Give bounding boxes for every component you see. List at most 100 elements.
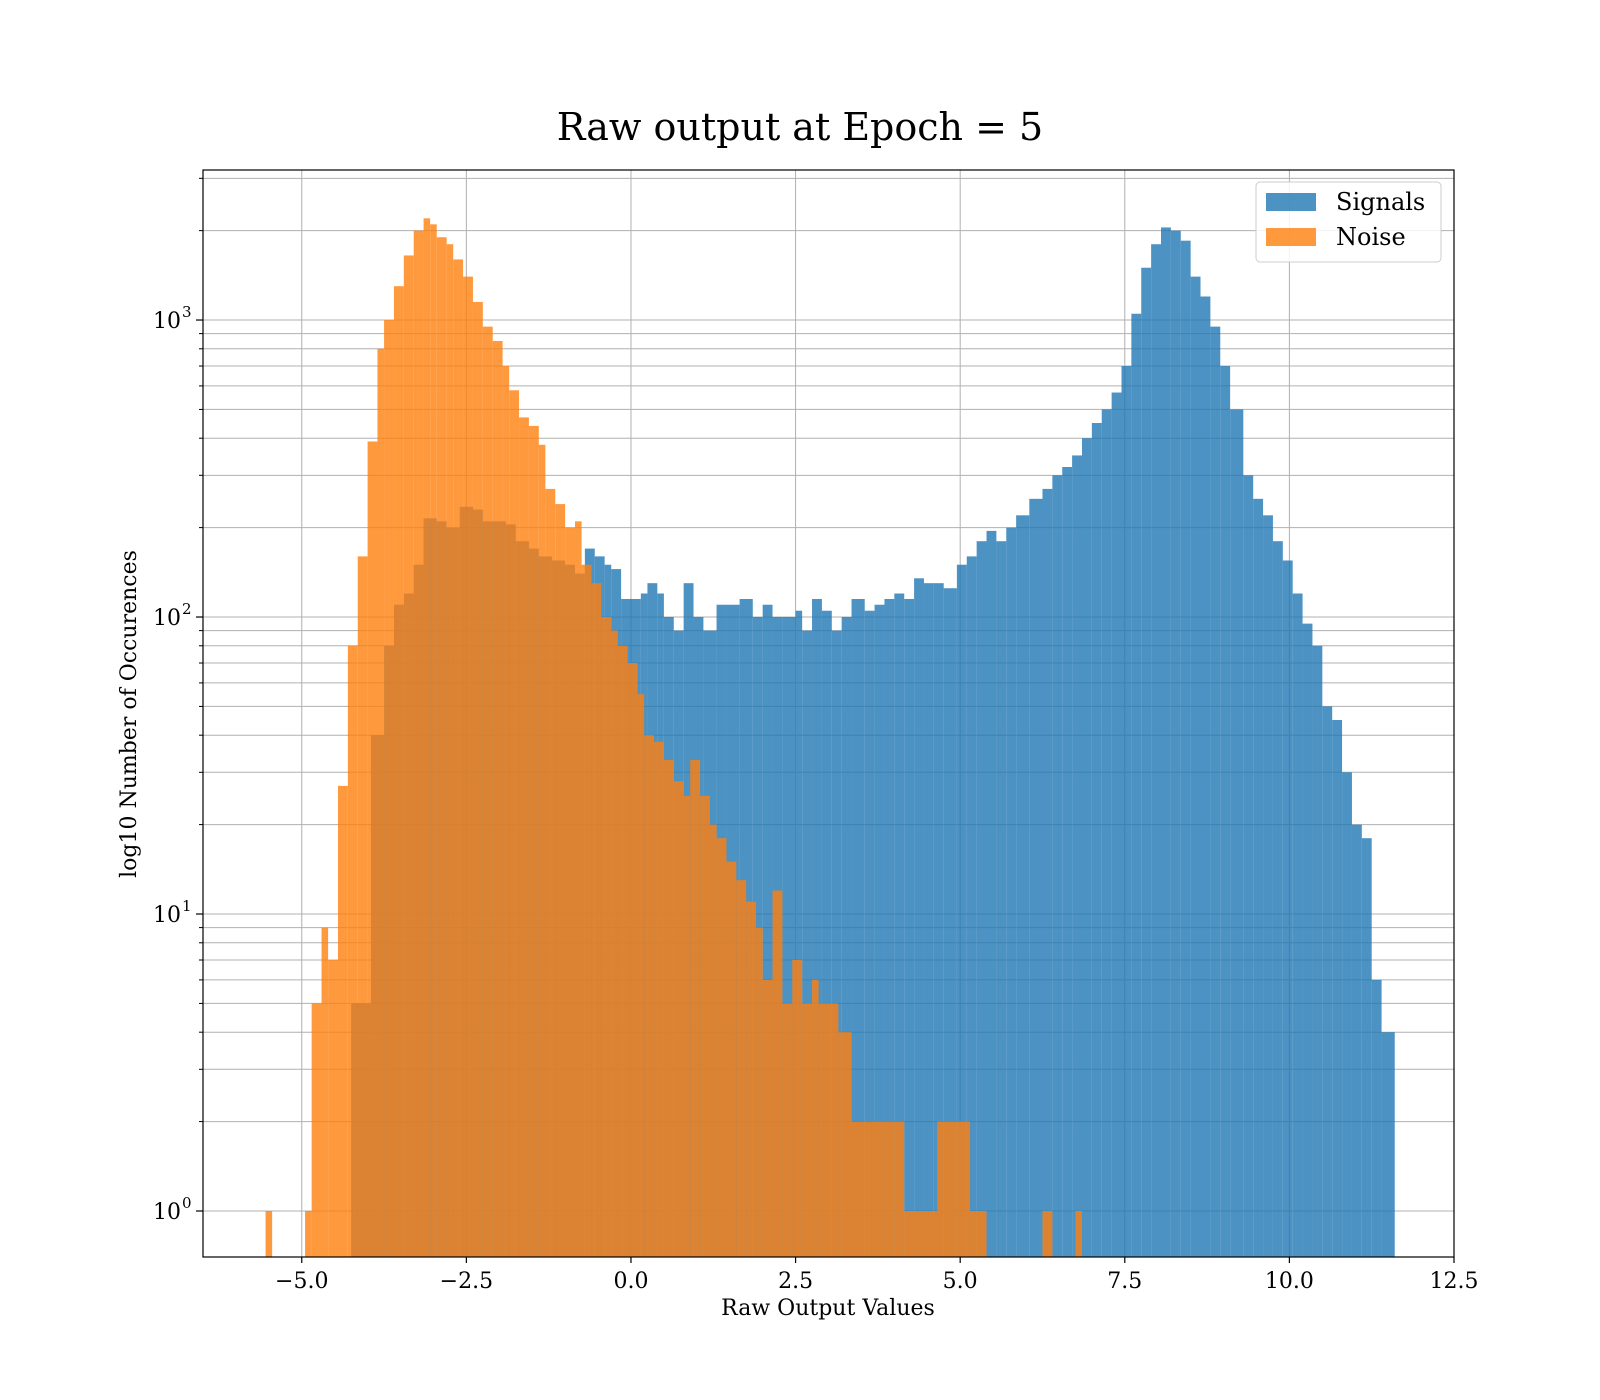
legend-swatch-noise xyxy=(1266,228,1316,246)
noise-bar-20 xyxy=(472,301,483,1257)
signals-bar-87 xyxy=(1272,541,1283,1257)
signals-bar-46 xyxy=(851,598,865,1257)
noise-bar-7 xyxy=(357,556,368,1257)
signals-bar-98 xyxy=(1381,1032,1395,1257)
noise-bar-53 xyxy=(772,890,783,1257)
noise-bar-30 xyxy=(565,527,576,1257)
noise-bar-50 xyxy=(746,901,757,1257)
noise-bar-5 xyxy=(337,785,348,1257)
signals-bar-64 xyxy=(1042,488,1053,1257)
noise-bar-18 xyxy=(453,259,464,1258)
noise-bar-1 xyxy=(305,1210,312,1257)
noise-bar-43 xyxy=(683,795,691,1257)
signals-bar-42 xyxy=(812,598,822,1257)
signals-bar-79 xyxy=(1190,276,1201,1257)
signals-bar-55 xyxy=(943,588,957,1257)
signals-bar-97 xyxy=(1371,979,1382,1257)
signals-bar-65 xyxy=(1052,475,1063,1257)
noise-bar-69 xyxy=(943,1121,957,1257)
signals-bar-59 xyxy=(986,530,997,1257)
noise-bar-31 xyxy=(575,521,582,1257)
signals-bar-62 xyxy=(1016,515,1030,1257)
noise-bar-66 xyxy=(904,1210,924,1257)
noise-bar-45 xyxy=(700,795,710,1257)
signals-bar-68 xyxy=(1081,438,1092,1257)
signals-bar-54 xyxy=(933,583,944,1257)
noise-bar-62 xyxy=(861,1121,872,1257)
noise-bar-4 xyxy=(328,960,338,1257)
signals-bar-52 xyxy=(914,578,924,1257)
noise-bar-15 xyxy=(430,224,437,1258)
signals-bar-61 xyxy=(1006,527,1017,1257)
y-axis-label: log10 Number of Occurences xyxy=(117,550,142,878)
noise-bar-28 xyxy=(545,488,556,1257)
signals-bar-47 xyxy=(864,610,875,1257)
signals-bar-96 xyxy=(1361,838,1372,1257)
noise-bar-47 xyxy=(716,838,727,1257)
signals-bar-89 xyxy=(1292,593,1303,1257)
signals-bar-66 xyxy=(1062,466,1073,1257)
noise-bar-36 xyxy=(617,645,628,1257)
y-tick-exponent-0: 0 xyxy=(182,1194,192,1212)
noise-bars xyxy=(265,218,1082,1258)
noise-bar-49 xyxy=(736,880,747,1257)
x-tick-label-2: 0.0 xyxy=(613,1269,648,1294)
signals-bar-70 xyxy=(1101,409,1112,1258)
noise-bar-55 xyxy=(792,960,803,1257)
noise-bar-60 xyxy=(838,1032,852,1257)
signals-bar-93 xyxy=(1332,720,1343,1257)
signals-bar-75 xyxy=(1151,244,1162,1258)
noise-bar-72 xyxy=(1042,1210,1053,1257)
noise-bar-33 xyxy=(591,583,602,1257)
noise-bar-58 xyxy=(818,1003,829,1257)
noise-bar-35 xyxy=(611,630,618,1257)
noise-bar-29 xyxy=(555,504,566,1257)
signals-bar-60 xyxy=(996,541,1007,1257)
signals-bar-80 xyxy=(1200,296,1211,1258)
noise-bar-39 xyxy=(644,735,655,1257)
x-tick-label-6: 10.0 xyxy=(1265,1269,1314,1294)
noise-bar-19 xyxy=(463,276,473,1257)
noise-bar-61 xyxy=(851,1121,862,1257)
noise-bar-34 xyxy=(601,617,612,1257)
signals-bar-81 xyxy=(1210,326,1221,1258)
y-tick-label-0: 10 xyxy=(153,1200,181,1225)
noise-bar-10 xyxy=(384,320,394,1257)
signals-bar-56 xyxy=(956,564,967,1257)
signals-bar-83 xyxy=(1230,409,1244,1258)
x-axis-ticks: −5.0 −2.5 0.0 2.5 5.0 7.5 10.0 12.5 xyxy=(275,1257,1478,1294)
signals-bar-74 xyxy=(1141,267,1152,1257)
signals-bar-88 xyxy=(1282,560,1293,1257)
signals-bar-69 xyxy=(1091,423,1102,1257)
x-tick-label-7: 12.5 xyxy=(1430,1269,1479,1294)
signals-bar-71 xyxy=(1111,392,1122,1257)
noise-bar-2 xyxy=(311,1003,322,1257)
noise-bar-48 xyxy=(726,861,737,1257)
x-tick-label-5: 7.5 xyxy=(1107,1269,1142,1294)
signals-bar-44 xyxy=(831,630,842,1257)
noise-bar-41 xyxy=(663,760,674,1257)
noise-bar-57 xyxy=(812,979,819,1257)
signals-bar-51 xyxy=(904,598,915,1257)
noise-bar-42 xyxy=(673,781,684,1257)
signals-bar-67 xyxy=(1072,455,1082,1258)
noise-bar-56 xyxy=(802,1003,813,1257)
noise-bar-32 xyxy=(581,564,592,1257)
noise-bar-54 xyxy=(782,1003,793,1257)
signals-bar-40 xyxy=(795,610,803,1257)
noise-bar-37 xyxy=(627,663,638,1257)
noise-bar-11 xyxy=(393,286,404,1257)
noise-bar-46 xyxy=(709,824,717,1257)
y-tick-exponent-3: 3 xyxy=(182,303,192,321)
legend-swatch-signals xyxy=(1266,193,1316,211)
signals-bar-63 xyxy=(1029,498,1043,1257)
signals-bar-50 xyxy=(894,593,905,1257)
signals-bar-90 xyxy=(1302,623,1313,1257)
noise-bar-21 xyxy=(482,326,493,1258)
noise-bar-70 xyxy=(956,1121,971,1257)
noise-bar-24 xyxy=(509,390,520,1257)
noise-bar-0 xyxy=(265,1210,273,1257)
noise-bar-59 xyxy=(828,1003,839,1257)
